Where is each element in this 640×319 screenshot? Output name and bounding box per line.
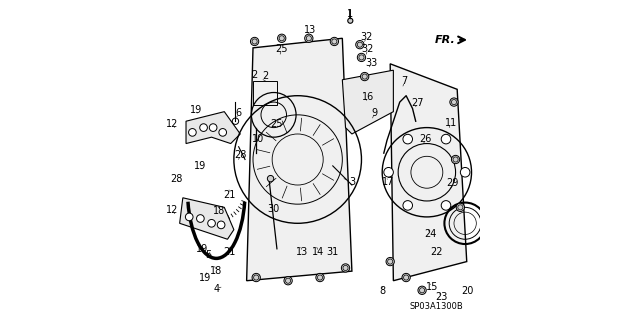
Polygon shape: [390, 64, 467, 281]
Text: 15: 15: [426, 282, 438, 292]
Text: 28: 28: [234, 150, 246, 160]
Circle shape: [200, 124, 207, 131]
Circle shape: [403, 134, 413, 144]
Circle shape: [278, 34, 286, 42]
Circle shape: [384, 167, 394, 177]
Circle shape: [348, 18, 353, 23]
Text: 2: 2: [262, 71, 268, 81]
Text: 28: 28: [170, 174, 182, 184]
Text: 5: 5: [205, 250, 211, 260]
Text: 25: 25: [271, 119, 283, 130]
Circle shape: [456, 203, 465, 211]
Text: 26: 26: [419, 134, 431, 144]
Circle shape: [189, 129, 196, 136]
Text: 12: 12: [166, 119, 179, 129]
Polygon shape: [180, 198, 234, 239]
Text: 13: 13: [304, 25, 317, 35]
Text: 30: 30: [268, 204, 280, 214]
Text: 8: 8: [379, 286, 385, 296]
Polygon shape: [246, 38, 352, 281]
Circle shape: [357, 53, 365, 62]
Text: 9: 9: [371, 108, 378, 118]
Text: 31: 31: [326, 247, 339, 257]
Polygon shape: [186, 112, 240, 144]
Circle shape: [208, 219, 216, 227]
Circle shape: [268, 175, 274, 182]
Text: 19: 19: [199, 272, 211, 283]
Text: 25: 25: [275, 44, 288, 55]
Text: 12: 12: [166, 205, 179, 215]
Text: 19: 19: [196, 244, 208, 254]
Text: 17: 17: [382, 177, 395, 187]
Text: 16: 16: [362, 92, 374, 102]
Text: 21: 21: [223, 247, 236, 257]
Text: 11: 11: [445, 118, 457, 128]
Text: 29: 29: [446, 178, 459, 189]
Circle shape: [209, 124, 217, 131]
Circle shape: [403, 201, 413, 210]
Text: 21: 21: [223, 189, 236, 200]
Circle shape: [460, 167, 470, 177]
Text: 19: 19: [189, 105, 202, 115]
Text: 33: 33: [365, 58, 377, 68]
Circle shape: [402, 273, 410, 282]
Text: 2: 2: [252, 70, 266, 82]
Text: SP03A1300B: SP03A1300B: [410, 302, 463, 311]
Text: 4: 4: [213, 284, 221, 294]
Circle shape: [250, 37, 259, 46]
Text: 6: 6: [236, 108, 242, 118]
Circle shape: [219, 129, 227, 136]
Circle shape: [252, 273, 260, 282]
Text: 18: 18: [210, 266, 223, 276]
Circle shape: [450, 98, 458, 106]
Circle shape: [330, 37, 339, 46]
Text: 22: 22: [430, 247, 443, 257]
Text: FR.: FR.: [435, 35, 456, 45]
Polygon shape: [342, 70, 394, 134]
Text: 27: 27: [411, 98, 424, 108]
Circle shape: [418, 286, 426, 294]
Text: 14: 14: [312, 247, 324, 257]
Text: 24: 24: [424, 229, 436, 240]
Circle shape: [284, 277, 292, 285]
Text: 13: 13: [296, 247, 308, 257]
Text: 7: 7: [401, 76, 408, 86]
Bar: [253, 81, 277, 105]
Circle shape: [186, 213, 193, 221]
Circle shape: [441, 201, 451, 210]
Circle shape: [386, 257, 394, 266]
Text: 32: 32: [360, 32, 372, 42]
Circle shape: [196, 215, 204, 222]
Circle shape: [218, 221, 225, 229]
Circle shape: [360, 72, 369, 81]
Circle shape: [356, 41, 364, 49]
Text: 32: 32: [362, 44, 374, 55]
Circle shape: [451, 155, 460, 164]
Circle shape: [341, 264, 349, 272]
Text: 19: 19: [195, 161, 207, 171]
Text: 23: 23: [435, 292, 447, 302]
Text: 10: 10: [252, 134, 264, 144]
Text: 18: 18: [213, 205, 226, 216]
Text: 3: 3: [344, 177, 355, 187]
Text: 20: 20: [461, 286, 474, 296]
Text: 1: 1: [348, 9, 353, 19]
Circle shape: [316, 273, 324, 282]
Circle shape: [305, 34, 313, 42]
Circle shape: [441, 134, 451, 144]
